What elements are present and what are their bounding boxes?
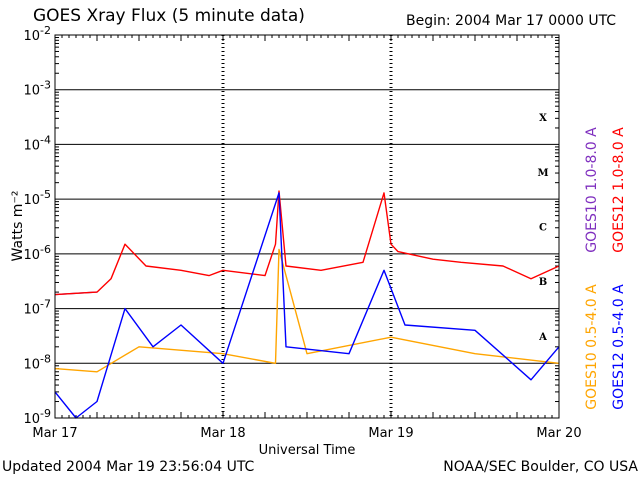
x-tick-labels: Mar 17 Mar 18 Mar 19 Mar 20 [32,426,581,441]
flare-class-X: X [539,113,547,124]
y-tick-base: 10 [23,412,40,427]
begin-timestamp: Begin: 2004 Mar 17 0000 UTC [406,13,617,29]
legend-entry: GOES12 1.0-8.0 A [611,127,627,253]
y-tick-exponent: -9 [40,407,51,420]
x-tick-label: Mar 20 [536,426,581,441]
y-tick-exponent: -5 [40,188,51,201]
y-tick-label: 10-9 [23,407,51,427]
y-tick-exponent: -4 [40,133,51,146]
flare-class-A: A [538,332,547,343]
legend-entry: GOES10 0.5-4.0 A [584,284,600,410]
y-tick-base: 10 [23,357,40,372]
series-line-1 [54,190,560,296]
y-tick-label: 10-5 [23,188,51,208]
series-line-3 [54,192,560,419]
legend-entry: GOES12 0.5-4.0 A [611,284,627,410]
chart-title: GOES Xray Flux (5 minute data) [33,6,305,26]
y-tick-label: 10-8 [23,352,51,372]
y-tick-label: 10-4 [23,133,51,153]
grid-lines [55,35,559,418]
flare-class-C: C [539,223,547,234]
y-tick-exponent: -3 [40,79,51,92]
y-tick-base: 10 [23,248,40,263]
y-axis-label: Watts m⁻² [10,191,26,262]
y-tick-exponent: -7 [40,298,51,311]
legend: GOES10 0.5-4.0 A GOES10 1.0-8.0 A GOES12 0… [584,127,627,410]
y-tick-label: 10-3 [23,79,51,99]
y-tick-exponent: -8 [40,352,51,365]
x-tick-label: Mar 18 [200,426,245,441]
y-tick-exponent: -6 [40,243,51,256]
flare-class-labels: A B C M X [537,113,548,343]
data-series [54,190,560,419]
y-tick-label: 10-6 [23,243,51,263]
x-tick-label: Mar 17 [32,426,77,441]
x-axis-label: Universal Time [259,443,356,458]
legend-entry: GOES10 1.0-8.0 A [584,127,600,253]
x-tick-label: Mar 19 [368,426,413,441]
y-tick-base: 10 [23,193,40,208]
y-tick-base: 10 [23,29,40,44]
y-tick-base: 10 [23,138,40,153]
y-tick-labels: 10-910-810-710-610-510-410-310-2 [23,24,51,427]
series-line-2 [54,248,560,373]
updated-timestamp: Updated 2004 Mar 19 23:56:04 UTC [2,459,255,475]
flare-class-B: B [539,277,547,288]
y-tick-label: 10-7 [23,298,51,318]
y-tick-base: 10 [23,84,40,99]
plot-frame [54,34,560,419]
flare-class-M: M [537,168,548,179]
y-tick-base: 10 [23,303,40,318]
y-tick-label: 10-2 [23,24,51,44]
y-tick-exponent: -2 [40,24,51,37]
credit-line: NOAA/SEC Boulder, CO USA [443,459,638,475]
